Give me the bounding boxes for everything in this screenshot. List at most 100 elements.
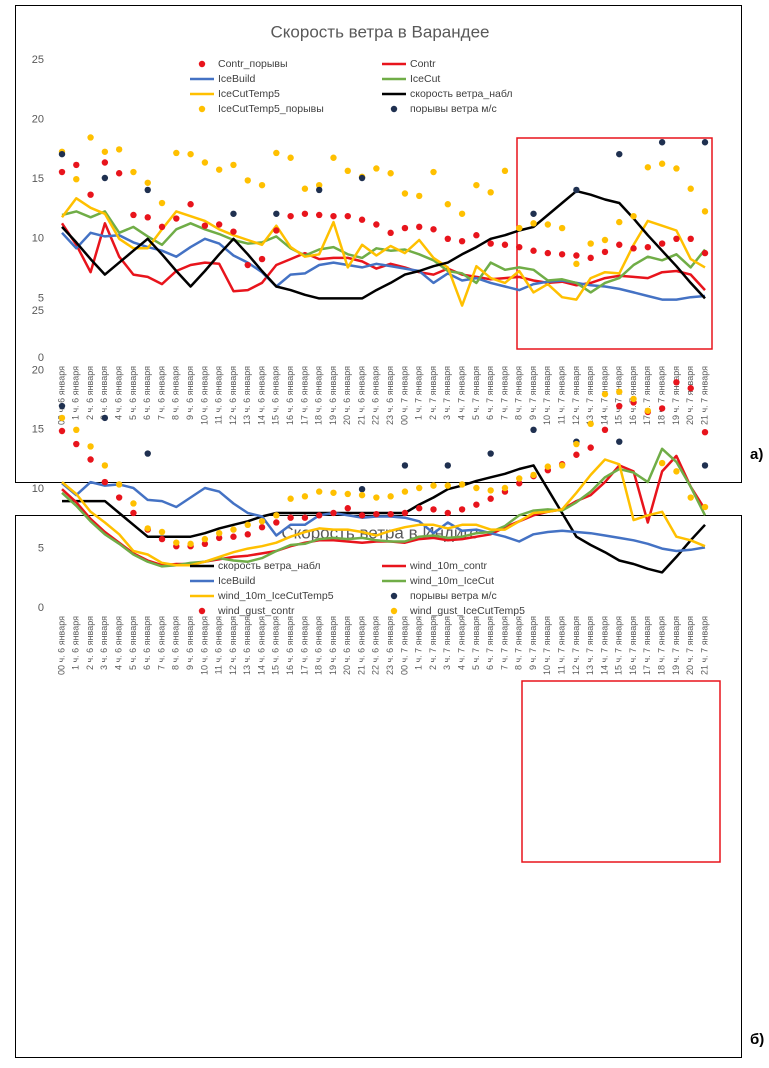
series-marker xyxy=(187,201,194,208)
series-marker xyxy=(316,181,323,189)
series-marker xyxy=(430,482,437,489)
series-marker xyxy=(87,134,94,141)
series-line xyxy=(61,189,706,300)
series-marker xyxy=(516,224,523,232)
series-marker xyxy=(287,495,294,502)
x-tick-label: 9 ч. 6 января xyxy=(185,616,195,670)
series-marker xyxy=(458,506,466,513)
x-tick-label: 14 ч. 6 января xyxy=(256,366,266,425)
x-tick-label: 9 ч. 7 января xyxy=(528,366,538,420)
legend-swatch xyxy=(198,105,206,113)
series-marker xyxy=(401,488,409,495)
x-tick-label: 11 ч. 7 января xyxy=(556,616,566,674)
x-tick-label: 11 ч. 6 января xyxy=(214,616,224,674)
series-marker xyxy=(230,210,237,217)
x-tick-label: 12 ч. 7 января xyxy=(571,366,581,425)
series-marker xyxy=(187,150,194,158)
series-marker xyxy=(344,505,351,512)
series-marker xyxy=(387,493,394,500)
x-tick-label: 20 ч. 7 января xyxy=(685,616,695,675)
series-marker xyxy=(630,395,637,403)
series-marker xyxy=(187,540,194,548)
x-tick-label: 3 ч. 6 января xyxy=(99,366,109,420)
series-marker xyxy=(101,414,109,422)
x-tick-label: 6 ч. 6 января xyxy=(142,366,152,420)
series-marker xyxy=(316,211,323,219)
series-marker xyxy=(201,222,209,229)
series-marker xyxy=(673,468,680,475)
series-marker xyxy=(73,426,80,433)
series-marker xyxy=(158,199,166,207)
x-tick-label: 1 ч. 7 января xyxy=(414,366,424,420)
series-marker xyxy=(573,451,580,458)
x-tick-label: 13 ч. 7 января xyxy=(585,616,595,675)
series-marker xyxy=(444,462,451,469)
series-marker xyxy=(273,210,280,217)
legend-label: wind_10m_contr xyxy=(409,560,488,572)
series-marker xyxy=(373,221,380,228)
series-marker xyxy=(101,462,109,469)
legend-label: порывы ветра м/с xyxy=(410,590,497,602)
series-marker xyxy=(258,524,266,531)
series-marker xyxy=(244,261,251,269)
series-marker xyxy=(616,218,623,226)
series-marker xyxy=(115,494,123,501)
x-tick-label: 00 ч. 6 января xyxy=(56,366,66,425)
series-marker xyxy=(673,235,680,242)
series-marker xyxy=(387,229,394,237)
x-tick-label: 10 ч. 6 января xyxy=(199,366,209,425)
series-marker xyxy=(373,510,380,518)
series-line xyxy=(61,447,707,568)
series-marker xyxy=(416,223,423,231)
x-tick-label: 18 ч. 7 января xyxy=(657,616,667,675)
series-marker xyxy=(358,486,366,493)
series-marker xyxy=(144,186,151,194)
series-marker xyxy=(458,481,466,488)
series-marker xyxy=(130,500,137,507)
series-marker xyxy=(344,167,351,175)
legend-label: скорость ветра_набл xyxy=(218,560,321,572)
legend-label: wind_10m_IceCutTemp5 xyxy=(217,590,334,602)
legend-label: IceBuild xyxy=(218,73,256,85)
x-tick-label: 1 ч. 7 января xyxy=(414,616,424,670)
legend-swatch xyxy=(390,607,398,615)
series-marker xyxy=(458,237,466,245)
x-tick-label: 8 ч. 7 января xyxy=(514,616,524,670)
series-marker xyxy=(358,216,366,223)
series-marker xyxy=(530,247,537,254)
series-marker xyxy=(215,221,223,228)
x-tick-label: 21 ч. 6 января xyxy=(356,616,366,675)
series-marker xyxy=(215,534,223,542)
series-marker xyxy=(630,245,637,252)
series-marker xyxy=(573,260,580,268)
x-tick-label: 1 ч. 6 января xyxy=(71,616,81,670)
series-marker xyxy=(387,510,394,518)
x-tick-label: 13 ч. 6 января xyxy=(242,616,252,675)
x-tick-label: 15 ч. 6 января xyxy=(271,616,281,675)
legend-swatch xyxy=(198,607,206,615)
series-marker xyxy=(658,139,666,146)
series-marker xyxy=(687,235,694,242)
series-marker xyxy=(144,179,151,186)
series-marker xyxy=(158,223,166,231)
series-marker xyxy=(101,478,109,486)
chart-frame xyxy=(15,5,742,483)
x-tick-label: 3 ч. 7 января xyxy=(442,616,452,670)
series-marker xyxy=(430,226,437,233)
series-marker xyxy=(444,509,451,517)
x-tick-label: 21 ч. 7 января xyxy=(699,366,709,425)
series-marker xyxy=(530,426,537,433)
x-tick-label: 12 ч. 6 января xyxy=(228,616,238,675)
x-tick-label: 8 ч. 6 января xyxy=(171,366,181,420)
x-tick-label: 21 ч. 6 января xyxy=(356,366,366,425)
series-marker xyxy=(244,521,251,529)
x-tick-label: 17 ч. 7 января xyxy=(642,366,652,425)
x-tick-label: 18 ч. 6 января xyxy=(314,616,324,675)
y-tick-label: 15 xyxy=(32,424,44,436)
legend-label: IceCutTemp5_порывы xyxy=(218,103,324,115)
x-tick-label: 4 ч. 7 января xyxy=(456,616,466,670)
y-tick-label: 0 xyxy=(38,352,44,364)
x-tick-label: 2 ч. 6 января xyxy=(85,616,95,670)
series-marker xyxy=(287,212,294,220)
series-marker xyxy=(573,252,580,259)
